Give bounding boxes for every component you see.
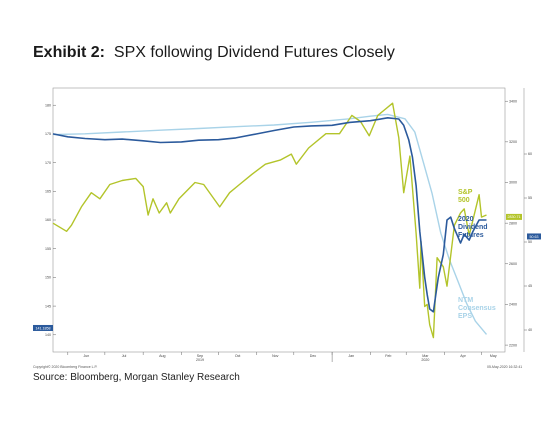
legend-label: EPS <box>458 313 472 320</box>
right-axis-1-label: 2800 <box>509 221 517 225</box>
left-value-badge: 141.1858 <box>36 326 51 330</box>
right-1-value-badge-box <box>506 213 522 220</box>
left-axis-label: 160 <box>45 218 51 222</box>
chart-title: Exhibit 2: SPX following Dividend Future… <box>33 44 395 62</box>
legend-label: 500 <box>458 197 470 204</box>
timestamp-text: 05-May-2020 16:32:41 <box>487 365 523 369</box>
right-axis-1-label: 3400 <box>509 99 517 103</box>
left-axis-label: 150 <box>45 276 51 280</box>
right-axis-2-label: 40 <box>528 328 532 332</box>
right-2-value-badge-box <box>527 233 541 240</box>
left-axis-label: 145 <box>45 304 51 308</box>
right-axis-2-label: 55 <box>528 196 532 200</box>
exhibit-label: Exhibit 2: <box>33 44 106 61</box>
x-axis-label: Oct <box>235 354 241 358</box>
x-axis-label: Aug <box>159 354 165 358</box>
right-axis-2-label: 50 <box>528 240 532 244</box>
left-axis-label: 180 <box>45 103 51 107</box>
series-line-ntm-consensus-eps <box>52 113 488 335</box>
x-axis-year-label: 2019 <box>196 358 204 362</box>
x-axis-label: Jul <box>122 354 127 358</box>
legend-label: Futures <box>458 232 484 239</box>
left-axis-label: 175 <box>45 132 51 136</box>
left-axis-label: 170 <box>45 161 51 165</box>
left-value-badge-box <box>33 324 53 331</box>
x-axis-label: Sep <box>197 354 203 358</box>
legend-label: Dividend <box>458 224 488 231</box>
series-line-s-p-500 <box>52 102 487 339</box>
legend-label: S&P <box>458 189 473 196</box>
series-line-2020-dividend-futures <box>52 117 487 313</box>
left-axis-label: 155 <box>45 247 51 251</box>
right-axis-2-label: 45 <box>528 284 532 288</box>
x-axis-label: Jan <box>348 354 354 358</box>
right-axis-1-label: 3200 <box>509 140 517 144</box>
x-axis-label: Apr <box>460 354 466 358</box>
right-axis-1-label: 2600 <box>509 262 517 266</box>
copyright-text: Copyright© 2020 Bloomberg Finance L.P. <box>33 365 98 369</box>
x-axis-label: Feb <box>385 354 391 358</box>
right-axis-2-label: 60 <box>528 152 532 156</box>
title-text: SPX following Dividend Futures Closely <box>113 44 395 61</box>
legend-label: Consensus <box>458 305 496 312</box>
left-axis-label: 140 <box>45 333 51 337</box>
right-axis-1-label: 2400 <box>509 303 517 307</box>
x-axis-label: Dec <box>310 354 317 358</box>
legend-label: 2020 <box>458 216 474 223</box>
legend-label: NTM <box>458 297 473 304</box>
right-2-value-badge: 50.63 <box>530 235 539 239</box>
right-axis-1-label: 3000 <box>509 181 517 185</box>
x-axis-label: May <box>490 354 497 358</box>
left-axis-label: 165 <box>45 190 51 194</box>
x-axis-year-label: 2020 <box>421 358 429 362</box>
x-axis-label: Mar <box>422 354 429 358</box>
source-note: Source: Bloomberg, Morgan Stanley Resear… <box>33 372 240 383</box>
x-axis-label: Nov <box>272 354 279 358</box>
x-axis-label: Jun <box>83 354 89 358</box>
right-1-value-badge: 2830.71 <box>508 215 521 219</box>
right-axis-1-label: 2200 <box>509 343 517 347</box>
